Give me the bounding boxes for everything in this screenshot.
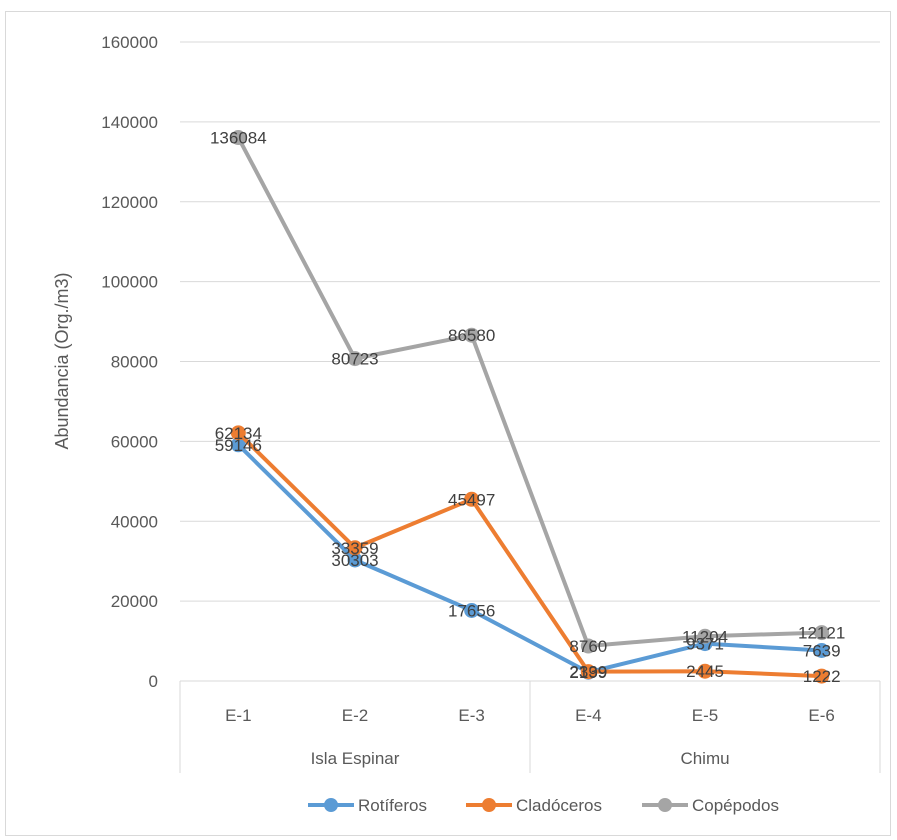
data-point	[580, 638, 596, 654]
legend-item: Rotíferos	[308, 796, 427, 815]
x-category-label: E-3	[458, 706, 484, 725]
y-axis-title: Abundancia (Org./m3)	[52, 272, 72, 449]
data-label: 33359	[331, 539, 378, 558]
x-category-label: E-2	[342, 706, 368, 725]
x-category-label: E-1	[225, 706, 251, 725]
data-point	[347, 351, 363, 367]
data-point	[697, 663, 713, 679]
series-line	[236, 430, 824, 679]
series-0	[230, 437, 830, 680]
data-point	[347, 540, 363, 556]
legend-item: Copépodos	[642, 796, 779, 815]
x-group-label: Isla Espinar	[311, 749, 400, 768]
y-tick-label: 20000	[111, 592, 158, 611]
series-1	[230, 425, 830, 684]
legend-marker	[658, 798, 672, 812]
legend-label: Cladóceros	[516, 796, 602, 815]
data-label: 59146	[215, 436, 262, 455]
data-label: 2199	[569, 663, 607, 682]
x-axis: E-1 E-2 E-3 E-4 E-5 E-6 Isla Espinar Chimu	[179, 680, 881, 773]
data-label: 17656	[448, 601, 495, 620]
data-point	[814, 668, 830, 684]
data-label: 7639	[803, 641, 841, 660]
y-axis-tick-labels: 0 20000 40000 60000 80000 100000 120000 140000 1…	[101, 33, 158, 691]
y-tick-label: 140000	[101, 113, 158, 132]
data-label: 8760	[569, 637, 607, 656]
x-category-label: E-5	[692, 706, 718, 725]
y-tick-label: 160000	[101, 33, 158, 52]
y-tick-label: 40000	[111, 512, 158, 531]
data-point	[230, 425, 246, 441]
data-point	[464, 491, 480, 507]
x-category-label: E-4	[575, 706, 601, 725]
y-tick-label: 60000	[111, 432, 158, 451]
data-labels: 59146 30303 17656 2199 9371 7639 62134 33359 454…	[210, 129, 845, 687]
series-lines	[230, 130, 830, 684]
legend-marker	[324, 798, 338, 812]
data-point	[814, 642, 830, 658]
series-line	[236, 442, 824, 675]
legend-item: Cladóceros	[466, 796, 602, 815]
y-tick-label: 120000	[101, 193, 158, 212]
data-label: 1222	[803, 667, 841, 686]
data-point	[230, 130, 246, 146]
data-label: 80723	[331, 350, 378, 369]
data-point	[697, 628, 713, 644]
data-label: 45497	[448, 490, 495, 509]
series-2	[230, 130, 830, 654]
legend-label: Rotíferos	[358, 796, 427, 815]
data-label: 9371	[686, 635, 724, 654]
data-label: 86580	[448, 326, 495, 345]
data-point	[464, 327, 480, 343]
legend-marker	[482, 798, 496, 812]
data-label: 2339	[569, 663, 607, 682]
data-label: 2445	[686, 662, 724, 681]
legend: Rotíferos Cladóceros Copépodos	[308, 796, 779, 815]
data-label: 30303	[331, 551, 378, 570]
x-category-label: E-6	[808, 706, 834, 725]
series-line	[236, 135, 824, 649]
gridlines	[180, 41, 880, 602]
y-tick-label: 0	[149, 672, 158, 691]
y-tick-label: 80000	[111, 353, 158, 372]
chart-frame	[5, 11, 891, 836]
y-tick-label: 100000	[101, 273, 158, 292]
legend-label: Copépodos	[692, 796, 779, 815]
data-label: 62134	[215, 424, 262, 443]
data-point	[814, 625, 830, 641]
data-point	[580, 664, 596, 680]
data-point	[464, 602, 480, 618]
data-label: 136084	[210, 129, 267, 148]
data-label: 11204	[682, 627, 728, 646]
x-group-label: Chimu	[680, 749, 729, 768]
data-label: 12121	[798, 624, 845, 643]
